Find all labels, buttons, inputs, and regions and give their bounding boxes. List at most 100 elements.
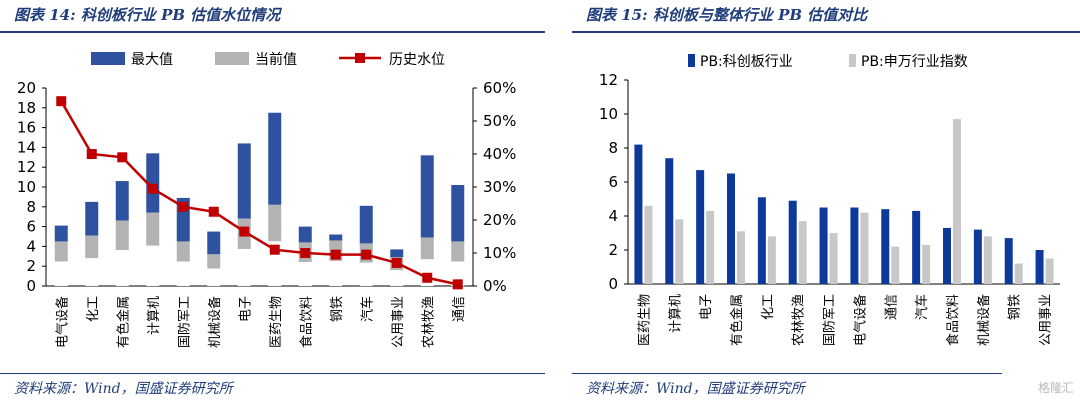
x-tick-label: 食品饮料 [945,294,961,346]
x-tick-label: 电气设备 [54,296,70,348]
bar-sw-index [829,233,838,284]
bar-base [176,261,190,286]
x-tick-label: 机械设备 [207,296,223,348]
bar-max [298,226,312,243]
bar-star-market [1004,238,1013,284]
bar-current [451,241,465,262]
x-tick-label: 电气设备 [852,294,868,346]
point-level [300,248,311,258]
y-tick-label: 18 [17,99,36,117]
point-level [361,249,372,260]
y-tick-label: 10 [17,178,36,196]
bar-star-market [634,144,643,284]
x-tick-label: 农林牧渔 [792,294,807,346]
bar-star-market [665,158,674,284]
bar-sw-index [922,244,931,284]
bar-base [207,268,221,286]
bar-current [268,204,282,242]
bar-max [329,234,343,241]
y-tick-label: 8 [608,139,618,157]
x-tick-label: 汽车 [914,294,930,320]
y2-tick-label: 30% [483,178,516,196]
source-note: 资料来源：Wind，国盛证券研究所 [586,381,805,397]
bar-star-market [850,207,859,284]
bar-star-market [881,209,890,284]
x-tick-label: 钢铁 [330,296,345,322]
y-tick-label: 12 [17,158,36,176]
bar-star-market [1035,250,1044,284]
bar-max [268,112,282,205]
bar-base [390,270,404,286]
bar-max [207,231,221,255]
bar-star-market [973,229,982,284]
x-tick-label: 机械设备 [976,294,992,346]
bar-sw-index [1045,258,1054,284]
y-tick-label: 2 [608,241,618,259]
title-divider [0,31,545,33]
y-tick-label: 0 [608,275,618,293]
legend-label-level: 历史水位 [389,52,445,68]
y2-tick-label: 0% [483,277,507,295]
y-tick-label: 0 [26,277,36,295]
pb-comparison-chart: 0 2 4 6 8 10 12 医药生物 计算机 电子 有色金属 化工 农林牧渔 国防军工 电气设备 通信 汽车… [599,54,1060,346]
bar-max [54,225,68,242]
bar-current [207,254,221,269]
point-level [391,257,402,268]
bar-sw-index [860,212,869,284]
bar-base [329,260,343,286]
bar-sw-index [706,210,715,284]
bar-sw-index [644,205,653,284]
series-line-level [60,100,459,286]
legend-label-sw-index: PB:申万行业指数 [861,54,968,70]
x-tick-label: 国防军工 [822,294,838,346]
y-tick-label: 2 [26,257,36,275]
bar-star-market [757,197,766,284]
bar-sw-index [737,231,745,284]
x-tick-label: 医药生物 [269,296,284,348]
x-tick-label: 电子 [699,294,714,320]
legend-swatch-star-market [688,54,695,67]
source-divider [572,373,1002,374]
x-tick-label: 汽车 [359,296,375,322]
legend-swatch-current [215,52,249,65]
point-level [422,272,433,283]
chart-title: 图表 15: 科创板与整体行业 PB 估值对比 [586,6,868,24]
y-tick-label: 6 [608,173,618,191]
x-tick-label: 化工 [761,294,776,320]
x-tick-label: 计算机 [668,294,683,333]
bar-base [146,245,160,286]
y2-tick-label: 40% [483,145,516,163]
y-tick-label: 16 [17,119,36,137]
y2-tick-label: 60% [483,79,516,97]
bar-base [54,261,68,286]
point-level [178,201,189,212]
y-tick-label: 4 [26,237,36,255]
bar-max [390,249,404,258]
point-level [56,96,67,107]
point-level [452,279,463,290]
bar-sw-index [983,236,992,284]
legend-label-current: 当前值 [255,51,297,68]
bar-star-market [727,173,735,284]
x-tick-label: 计算机 [147,296,162,335]
legend-label-max: 最大值 [131,52,173,68]
x-tick-label: 钢铁 [1008,294,1023,320]
y-tick-label: 10 [599,105,618,123]
bar-max [115,181,129,221]
bar-max [85,201,99,236]
x-tick-label: 国防军工 [176,296,192,348]
bar-current [420,237,434,260]
x-tick-label: 公用事业 [391,296,406,348]
bar-max [237,143,251,219]
y-tick-label: 6 [26,218,36,236]
legend-marker-level [355,53,365,63]
bar-max [146,153,160,213]
point-level [330,249,341,260]
source-note: 资料来源：Wind，国盛证券研究所 [14,381,233,397]
x-tick-label: 公用事业 [1039,294,1054,346]
legend-swatch-sw-index [849,54,856,67]
bar-current [176,241,190,262]
title-divider [572,31,1080,33]
x-tick-label: 有色金属 [729,294,745,346]
